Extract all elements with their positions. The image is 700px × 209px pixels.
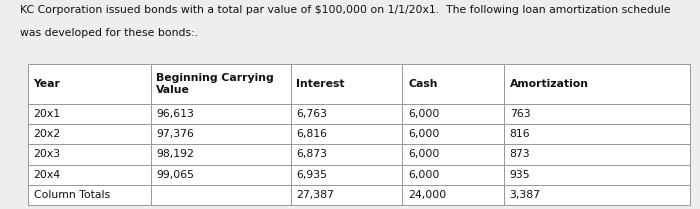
Bar: [504, 64, 690, 104]
Bar: [150, 124, 290, 144]
Text: 3,387: 3,387: [510, 190, 540, 200]
Bar: [150, 144, 290, 164]
Text: 97,376: 97,376: [156, 129, 194, 139]
Bar: [504, 164, 690, 185]
Text: Year: Year: [34, 79, 60, 89]
Bar: [28, 64, 150, 104]
Text: 99,065: 99,065: [156, 169, 194, 180]
Text: 935: 935: [510, 169, 530, 180]
Bar: [290, 124, 402, 144]
Text: 6,000: 6,000: [408, 129, 440, 139]
Text: 98,192: 98,192: [156, 149, 194, 159]
Bar: [402, 64, 504, 104]
Bar: [290, 64, 402, 104]
Text: 96,613: 96,613: [156, 109, 194, 119]
Text: Cash: Cash: [408, 79, 438, 89]
Bar: [402, 164, 504, 185]
Text: KC Corporation issued bonds with a total par value of $100,000 on 1/1/20x1.  The: KC Corporation issued bonds with a total…: [20, 5, 670, 15]
Bar: [504, 104, 690, 124]
Text: 873: 873: [510, 149, 530, 159]
Bar: [28, 144, 150, 164]
Bar: [402, 144, 504, 164]
Text: Interest: Interest: [296, 79, 344, 89]
Text: 27,387: 27,387: [296, 190, 334, 200]
Text: 6,935: 6,935: [296, 169, 327, 180]
Bar: [504, 185, 690, 205]
Bar: [150, 185, 290, 205]
Text: Amortization: Amortization: [510, 79, 589, 89]
Bar: [402, 104, 504, 124]
Bar: [504, 124, 690, 144]
Bar: [150, 164, 290, 185]
Text: 6,000: 6,000: [408, 149, 440, 159]
Bar: [290, 185, 402, 205]
Bar: [28, 104, 150, 124]
Text: 816: 816: [510, 129, 530, 139]
Bar: [28, 185, 150, 205]
Bar: [28, 164, 150, 185]
Bar: [290, 104, 402, 124]
Bar: [150, 104, 290, 124]
Bar: [28, 124, 150, 144]
Bar: [290, 164, 402, 185]
Text: Beginning Carrying
Value: Beginning Carrying Value: [156, 73, 274, 95]
Bar: [290, 144, 402, 164]
Text: was developed for these bonds:.: was developed for these bonds:.: [20, 28, 197, 38]
Text: 20x3: 20x3: [34, 149, 61, 159]
Bar: [150, 64, 290, 104]
Text: 24,000: 24,000: [408, 190, 447, 200]
Text: 6,000: 6,000: [408, 169, 440, 180]
Text: 6,000: 6,000: [408, 109, 440, 119]
Bar: [402, 124, 504, 144]
Text: 20x1: 20x1: [34, 109, 61, 119]
Text: 6,816: 6,816: [296, 129, 327, 139]
Text: 763: 763: [510, 109, 530, 119]
Bar: [402, 185, 504, 205]
Bar: [504, 144, 690, 164]
Text: 20x2: 20x2: [34, 129, 61, 139]
Text: 20x4: 20x4: [34, 169, 61, 180]
Text: 6,873: 6,873: [296, 149, 327, 159]
Text: Column Totals: Column Totals: [34, 190, 110, 200]
Text: 6,763: 6,763: [296, 109, 327, 119]
